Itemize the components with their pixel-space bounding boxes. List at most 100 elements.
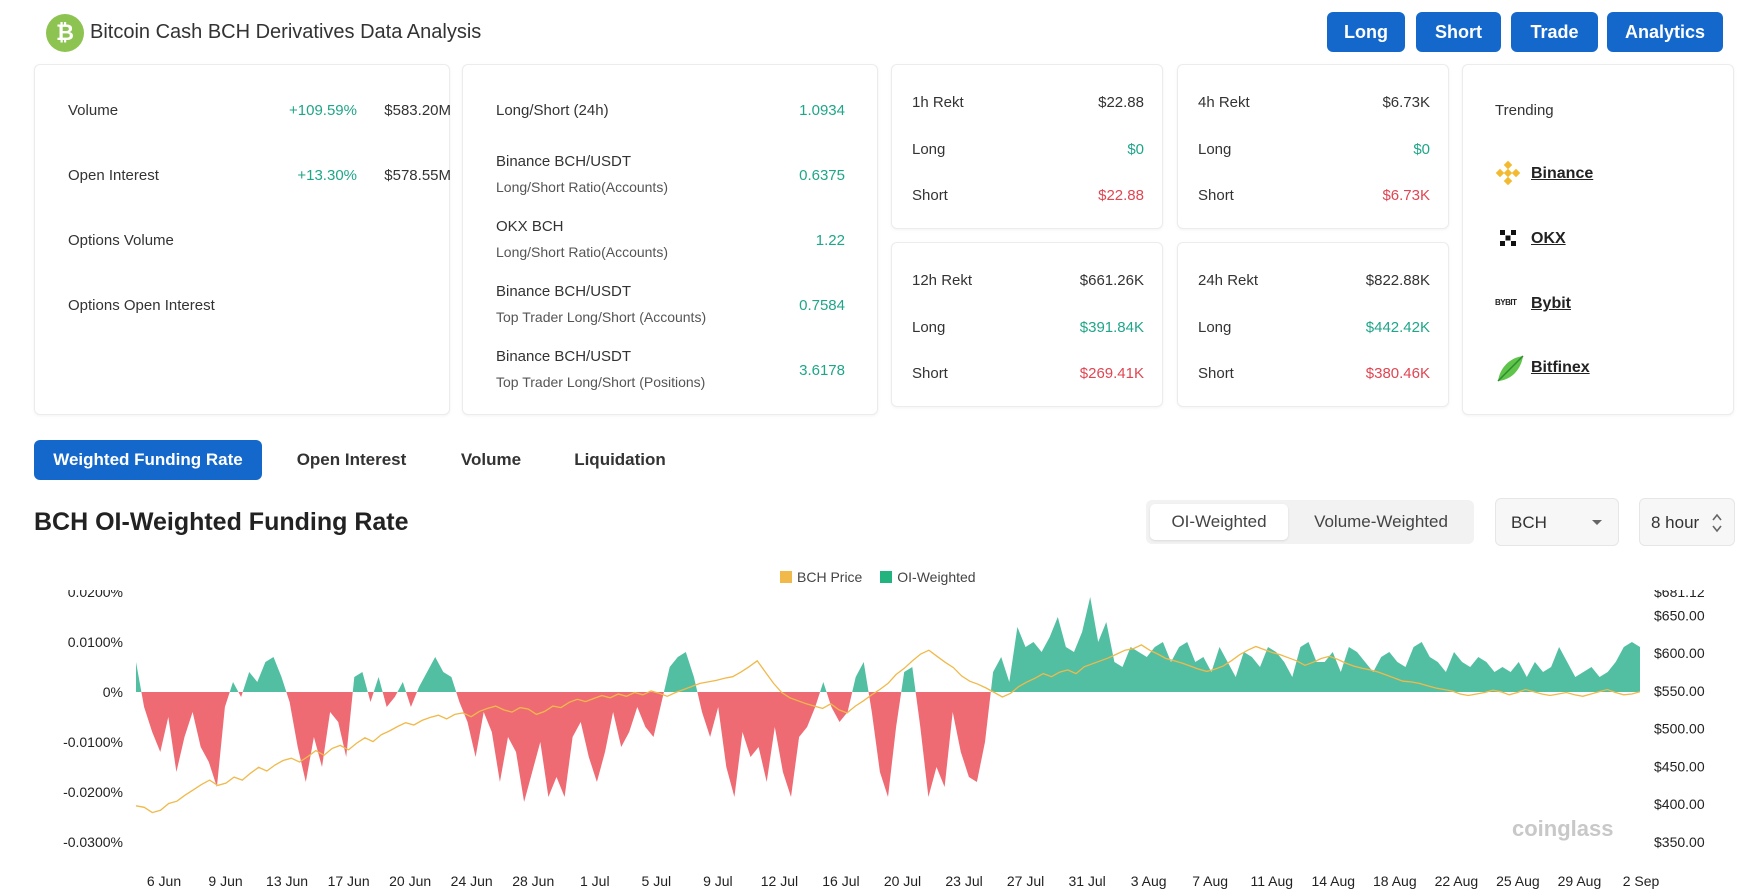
rekt-long-label: Long	[912, 319, 946, 336]
up-down-chevron-icon	[1712, 513, 1722, 533]
rekt-total: $22.88	[1098, 94, 1144, 111]
trending-label: Trending	[1495, 102, 1554, 119]
rekt-1h-card: 1h Rekt $22.88 Long $0 Short $22.88	[891, 64, 1163, 229]
x-axis-tick-label: 12 Jul	[761, 873, 798, 889]
long-short-ratio-card: Long/Short (24h) 1.0934 Binance BCH/USDT…	[462, 64, 878, 415]
coin-select-value: BCH	[1511, 513, 1547, 532]
trending-bitfinex-link[interactable]: Bitfinex	[1531, 359, 1590, 376]
open-interest-change: +13.30%	[297, 167, 357, 184]
y-axis-right-tick-label: $350.00	[1654, 834, 1705, 850]
legend-item-oi-weighted[interactable]: OI-Weighted	[880, 569, 976, 585]
legend-swatch	[880, 571, 893, 583]
ratio-subtitle: Top Trader Long/Short (Accounts)	[496, 309, 707, 325]
page-title: Bitcoin Cash BCH Derivatives Data Analys…	[90, 21, 482, 43]
tab-weighted-funding-rate[interactable]: Weighted Funding Rate	[34, 440, 262, 480]
analytics-button[interactable]: Analytics	[1607, 12, 1723, 52]
x-axis-tick-label: 29 Aug	[1558, 873, 1602, 889]
coinglass-watermark: coinglass	[1512, 816, 1614, 841]
ratio-value: 3.6178	[799, 362, 845, 379]
coin-select[interactable]: BCH	[1495, 498, 1619, 546]
interval-select-value: 8 hour	[1651, 513, 1700, 532]
legend-swatch	[780, 571, 792, 583]
ratio-value: 0.6375	[799, 167, 845, 184]
x-axis-tick-label: 9 Jun	[208, 873, 242, 889]
trade-button[interactable]: Trade	[1511, 12, 1598, 52]
rekt-short-value: $22.88	[1098, 187, 1144, 204]
open-interest-label: Open Interest	[68, 167, 159, 184]
y-axis-left-tick-label: -0.0300%	[63, 834, 123, 850]
rekt-total: $661.26K	[1079, 272, 1144, 289]
x-axis-tick-label: 31 Jul	[1068, 873, 1105, 889]
x-axis-tick-label: 22 Aug	[1435, 873, 1479, 889]
rekt-4h-card: 4h Rekt $6.73K Long $0 Short $6.73K	[1177, 64, 1449, 229]
x-axis-tick-label: 27 Jul	[1007, 873, 1044, 889]
x-axis-tick-label: 13 Jun	[266, 873, 308, 889]
rekt-label: 1h Rekt	[912, 94, 964, 111]
page-header: ₿ Bitcoin Cash BCH Derivatives Data Anal…	[0, 0, 1742, 64]
long-button[interactable]: Long	[1327, 12, 1405, 52]
rekt-total: $6.73K	[1382, 94, 1430, 111]
x-axis-tick-label: 25 Aug	[1496, 873, 1540, 889]
x-axis-tick-label: 3 Aug	[1131, 873, 1167, 889]
chart-legend: BCH Price OI-Weighted	[780, 569, 976, 585]
funding-rate-chart: 0.0200% 0.0100% 0% -0.0100% -0.0200% -0.0300%…	[63, 590, 1705, 889]
x-axis-tick-label: 9 Jul	[703, 873, 733, 889]
volume-label: Volume	[68, 102, 119, 119]
tab-volume[interactable]: Volume	[444, 440, 538, 480]
legend-label: OI-Weighted	[897, 569, 976, 585]
x-axis-tick-label: 5 Jul	[642, 873, 672, 889]
market-summary-card: Volume +109.59% $583.20M Open Interest +…	[34, 64, 451, 415]
weighting-segmented-control: OI-Weighted Volume-Weighted	[1146, 500, 1474, 544]
legend-label: BCH Price	[797, 569, 863, 585]
ratio-title: Binance BCH/USDT	[496, 348, 632, 365]
ratio-title: Binance BCH/USDT	[496, 153, 632, 170]
short-button[interactable]: Short	[1416, 12, 1501, 52]
x-axis-tick-label: 6 Jun	[147, 873, 181, 889]
y-axis-left-tick-label: -0.0200%	[63, 784, 123, 800]
x-axis-tick-label: 18 Aug	[1373, 873, 1417, 889]
y-axis-left-tick-label: 0%	[103, 684, 123, 700]
y-axis-left-tick-label: 0.0100%	[68, 634, 123, 650]
x-axis-tick-label: 14 Aug	[1311, 873, 1355, 889]
x-axis-tick-label: 7 Aug	[1192, 873, 1228, 889]
oi-weighted-option[interactable]: OI-Weighted	[1150, 504, 1288, 540]
x-axis-tick-label: 20 Jun	[389, 873, 431, 889]
rekt-long-label: Long	[1198, 319, 1232, 336]
ratio-value: 0.7584	[799, 297, 845, 314]
trending-okx-link[interactable]: OKX	[1531, 230, 1566, 247]
x-axis-tick-label: 23 Jul	[945, 873, 982, 889]
tab-open-interest[interactable]: Open Interest	[280, 440, 423, 480]
ratio-subtitle: Long/Short Ratio(Accounts)	[496, 179, 668, 195]
x-axis-tick-label: 1 Jul	[580, 873, 610, 889]
funding-rate-positive-area	[136, 597, 1640, 692]
rekt-total: $822.88K	[1365, 272, 1430, 289]
y-axis-right-tick-label: $500.00	[1654, 721, 1705, 737]
ratio-title: Binance BCH/USDT	[496, 283, 632, 300]
binance-icon	[1495, 160, 1521, 186]
interval-select[interactable]: 8 hour	[1639, 498, 1735, 546]
bch-price-line	[135, 644, 1641, 814]
rekt-label: 12h Rekt	[912, 272, 973, 289]
trending-card: Trending Binance OKX BYBIT Bybit Bitfine…	[1462, 64, 1734, 415]
rekt-label: 24h Rekt	[1198, 272, 1259, 289]
x-axis-tick-label: 17 Jun	[328, 873, 370, 889]
trending-bybit-link[interactable]: Bybit	[1531, 295, 1571, 312]
chevron-down-icon	[1592, 520, 1602, 525]
ratio-subtitle: Long/Short Ratio(Accounts)	[496, 244, 668, 260]
bitfinex-icon	[1497, 355, 1524, 382]
ratio-title: Long/Short (24h)	[496, 102, 609, 119]
ratio-value: 1.22	[815, 232, 845, 249]
trending-binance-link[interactable]: Binance	[1531, 165, 1594, 182]
volume-weighted-option[interactable]: Volume-Weighted	[1292, 504, 1470, 540]
ratio-title: OKX BCH	[496, 218, 564, 235]
y-axis-left-tick-label: -0.0100%	[63, 734, 123, 750]
x-axis-tick-label: 11 Aug	[1250, 873, 1293, 889]
chart-title: BCH OI-Weighted Funding Rate	[34, 508, 409, 536]
x-axis-tick-label: 28 Jun	[512, 873, 554, 889]
legend-item-bch-price[interactable]: BCH Price	[780, 569, 862, 585]
rekt-short-value: $380.46K	[1365, 365, 1430, 382]
x-axis-tick-label: 20 Jul	[884, 873, 921, 889]
rekt-long-value: $391.84K	[1079, 319, 1144, 336]
funding-rate-negative-area	[136, 692, 1640, 802]
tab-liquidation[interactable]: Liquidation	[562, 440, 678, 480]
